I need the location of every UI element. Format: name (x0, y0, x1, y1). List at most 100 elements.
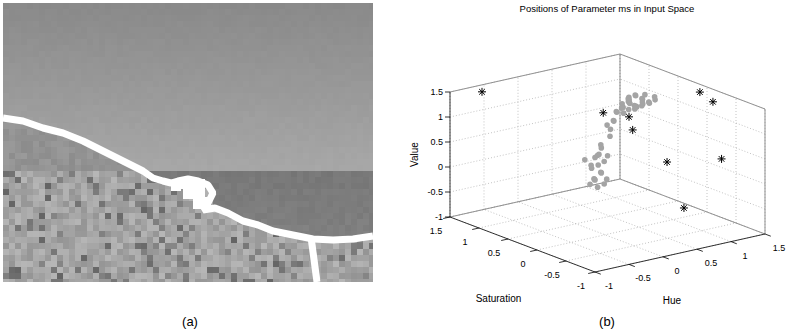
photo-cell (177, 165, 183, 171)
photo-cell (357, 39, 363, 45)
photo-cell (267, 45, 273, 51)
photo-cell (117, 3, 123, 9)
photo-cell (153, 183, 159, 189)
photo-cell (51, 135, 57, 141)
photo-cell (63, 153, 69, 159)
photo-cell (147, 39, 153, 45)
photo-cell (297, 165, 303, 171)
photo-cell (171, 21, 177, 27)
photo-cell (255, 177, 261, 183)
photo-cell (111, 33, 117, 39)
photo-cell (369, 3, 373, 9)
photo-cell (171, 51, 177, 57)
photo-cell (231, 21, 237, 27)
photo-cell (147, 123, 153, 129)
photo-cell (237, 177, 243, 183)
photo-cell (363, 141, 369, 147)
photo-cell (39, 33, 45, 39)
photo-cell (45, 27, 51, 33)
photo-cell (15, 183, 21, 189)
photo-cell (249, 105, 255, 111)
photo-cell (141, 21, 147, 27)
photo-cell (33, 81, 39, 87)
photo-cell (45, 117, 51, 123)
photo-cell (237, 75, 243, 81)
photo-cell (147, 153, 153, 159)
photo-cell (249, 57, 255, 63)
photo-cell (267, 117, 273, 123)
photo-cell (309, 99, 315, 105)
photo-cell (249, 69, 255, 75)
photo-cell (339, 147, 345, 153)
photo-cell (345, 15, 351, 21)
photo-cell (195, 45, 201, 51)
photo-cell (39, 147, 45, 153)
photo-cell (327, 27, 333, 33)
photo-cell (201, 39, 207, 45)
photo-cell (279, 165, 285, 171)
photo-cell (201, 21, 207, 27)
photo-cell (93, 45, 99, 51)
photo-cell (345, 111, 351, 117)
photo-cell (297, 15, 303, 21)
photo-cell (255, 153, 261, 159)
photo-cell (285, 117, 291, 123)
photo-cell (105, 45, 111, 51)
photo-cell (165, 153, 171, 159)
photo-cell (153, 117, 159, 123)
photo-cell (225, 105, 231, 111)
photo-cell (357, 111, 363, 117)
photo-cell (21, 9, 27, 15)
photo-cell (63, 189, 69, 195)
photo-cell (123, 75, 129, 81)
photo-cell (369, 117, 373, 123)
photo-cell (177, 99, 183, 105)
photo-cell (315, 99, 321, 105)
photo-cell (45, 69, 51, 75)
photo-cell (273, 99, 279, 105)
photo-cell (273, 9, 279, 15)
photo-cell (21, 51, 27, 57)
photo-cell (183, 81, 189, 87)
photo-cell (33, 141, 39, 147)
photo-cell (9, 183, 15, 189)
photo-cell (303, 57, 309, 63)
photo-cell (99, 135, 105, 141)
photo-cell (171, 45, 177, 51)
photo-cell (369, 165, 373, 171)
photo-cell (255, 165, 261, 171)
photo-cell (9, 81, 15, 87)
photo-cell (189, 57, 195, 63)
photo-cell (177, 141, 183, 147)
photo-cell (231, 141, 237, 147)
photo-cell (369, 39, 373, 45)
photo-cell (33, 3, 39, 9)
photo-cell (135, 87, 141, 93)
photo-cell (369, 189, 373, 195)
photo-cell (9, 3, 15, 9)
photo-cell (207, 171, 213, 177)
photo-cell (207, 141, 213, 147)
photo-cell (357, 75, 363, 81)
photo-cell (285, 183, 291, 189)
photo-cell (177, 105, 183, 111)
photo-cell (321, 57, 327, 63)
photo-cell (21, 99, 27, 105)
photo-cell (93, 153, 99, 159)
photo-cell (69, 39, 75, 45)
photo-cell (333, 3, 339, 9)
photo-cell (195, 135, 201, 141)
photo-cell (195, 57, 201, 63)
photo-cell (273, 81, 279, 87)
photo-cell (303, 189, 309, 195)
photo-cell (165, 117, 171, 123)
photo-cell (21, 39, 27, 45)
photo-cell (237, 147, 243, 153)
photo-cell (129, 39, 135, 45)
photo-cell (165, 141, 171, 147)
photo-cell (117, 177, 123, 183)
photo-cell (225, 9, 231, 15)
photo-cell (291, 57, 297, 63)
photo-cell (33, 111, 39, 117)
photo-cell (249, 15, 255, 21)
